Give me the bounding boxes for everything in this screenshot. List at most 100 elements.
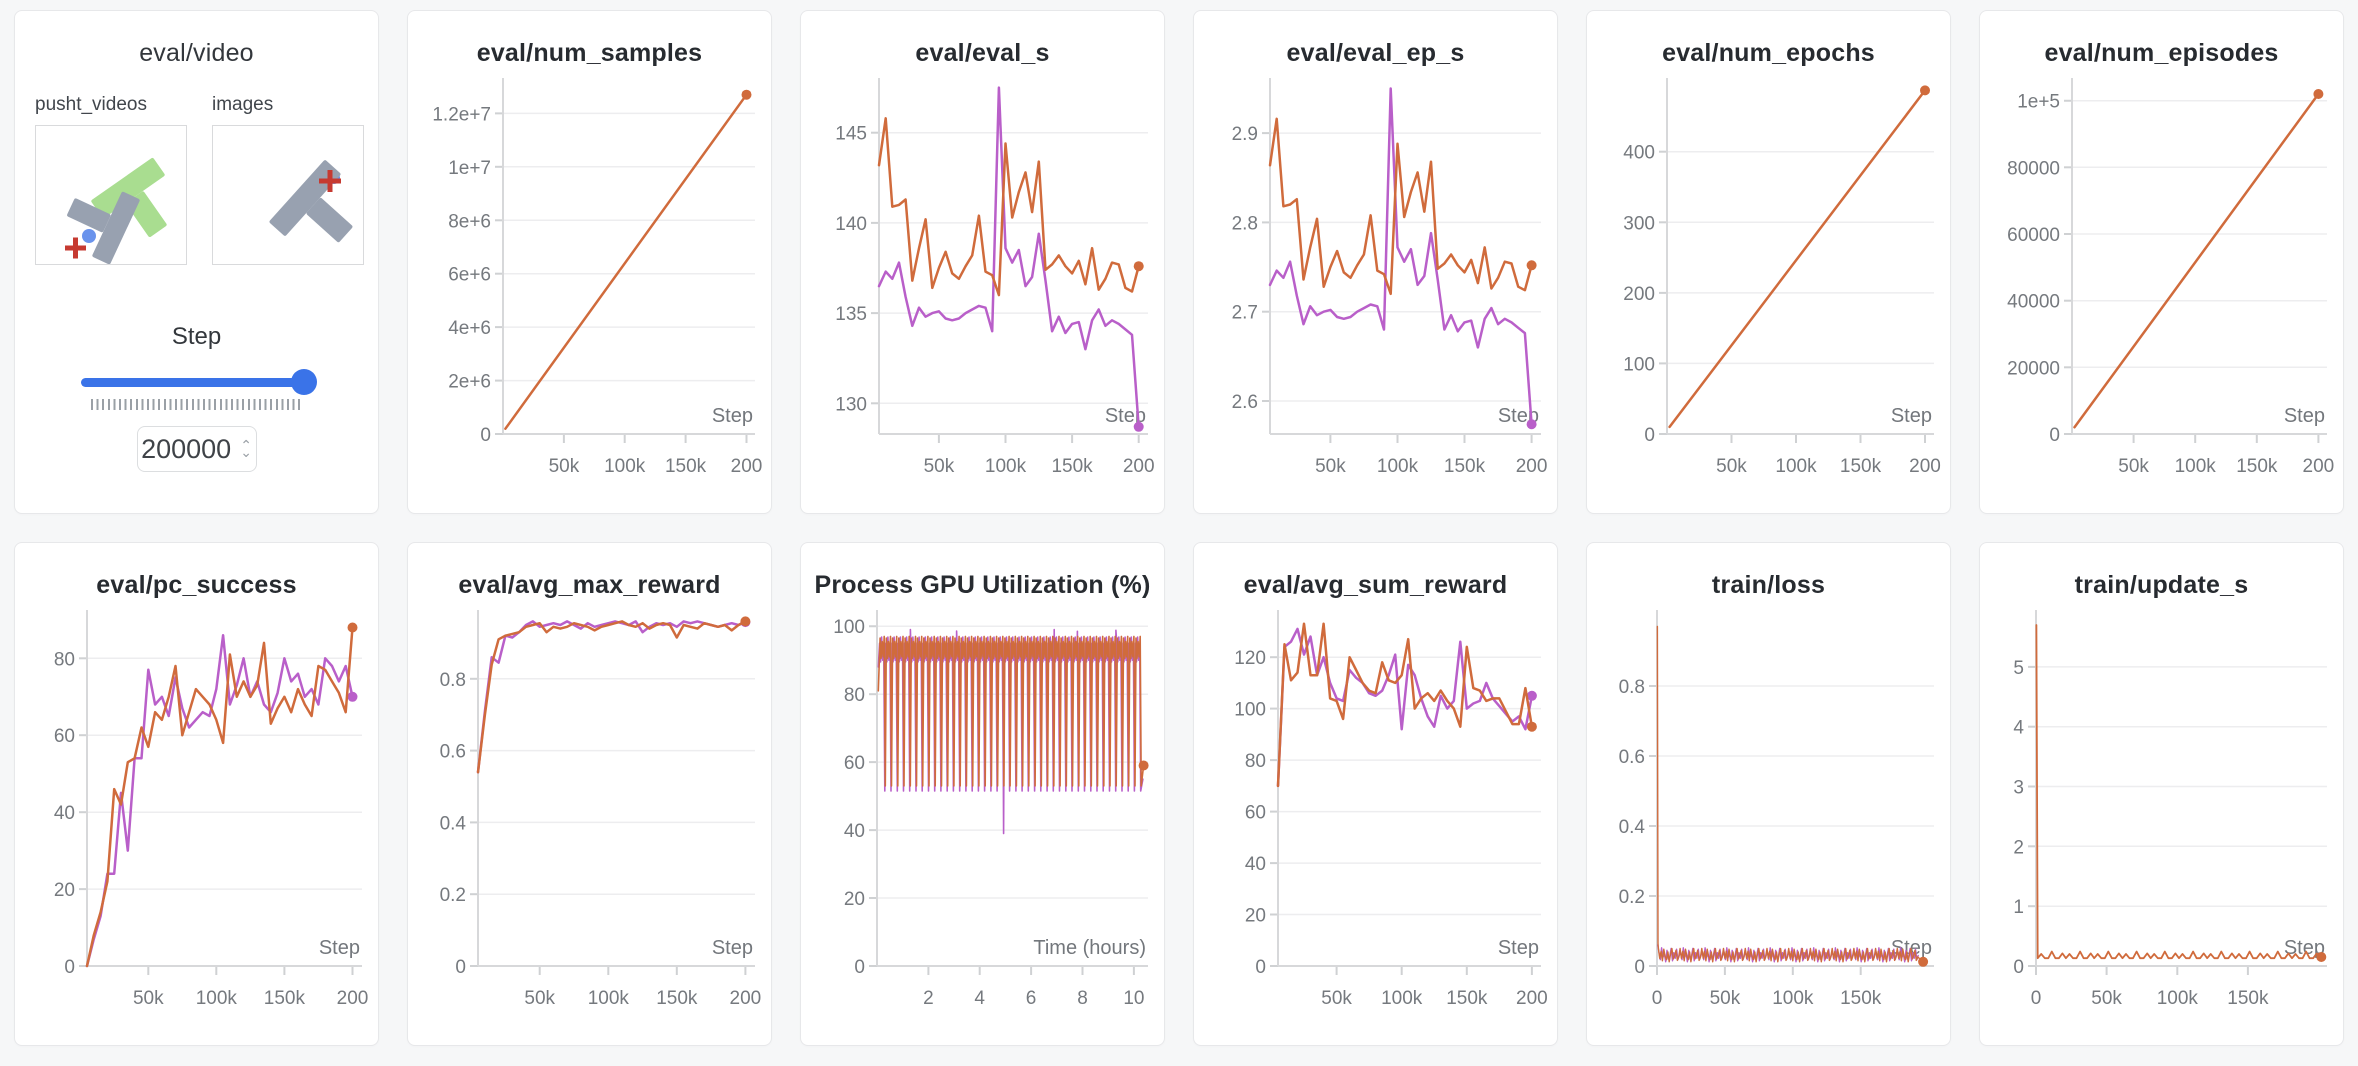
svg-text:0: 0	[2013, 957, 2024, 978]
svg-text:60000: 60000	[2007, 225, 2060, 246]
images-scene-image	[269, 160, 353, 243]
line-chart[interactable]: 0 0.2 0.4 0.6 0.8 50k 100k 150k 200 Step	[408, 604, 771, 1026]
svg-text:1e+7: 1e+7	[448, 158, 491, 179]
chart-panel-train-update-s: train/update_s 0 1 2 3 4 5 0 50k 100k 150k Step	[1979, 542, 2344, 1046]
svg-text:0.2: 0.2	[440, 885, 466, 906]
agent-dot	[82, 229, 96, 243]
svg-text:40: 40	[844, 821, 865, 842]
chart-panel-num-episodes: eval/num_episodes 0 20000 40000 60000 80000 1…	[1979, 10, 2344, 514]
chart-panel-train-loss: train/loss 0 0.2 0.4 0.6 0.8 0 50k 100k 150k Step	[1586, 542, 1951, 1046]
goal-cross-icon	[319, 170, 341, 192]
chart-title: Process GPU Utilization (%)	[814, 571, 1151, 599]
svg-text:1.2e+7: 1.2e+7	[432, 104, 491, 125]
pusht-scene-image	[65, 157, 167, 265]
images-thumbnail[interactable]	[212, 125, 364, 265]
decrement-icon[interactable]: ⌄	[240, 444, 252, 460]
svg-text:0: 0	[854, 957, 865, 978]
svg-text:100k: 100k	[2175, 456, 2217, 477]
svg-text:300: 300	[1623, 213, 1655, 234]
svg-text:0: 0	[2049, 425, 2060, 446]
step-slider[interactable]	[80, 369, 317, 395]
svg-text:1: 1	[2013, 897, 2024, 918]
svg-text:Step: Step	[712, 405, 753, 427]
media-panel-eval-video: eval/video pusht_videos	[14, 10, 379, 514]
svg-text:0: 0	[2031, 988, 2042, 1009]
step-slider-label: Step	[171, 323, 222, 350]
media-item-images: images	[212, 94, 364, 265]
svg-text:Time (hours): Time (hours)	[1033, 937, 1146, 959]
svg-text:100k: 100k	[2157, 988, 2199, 1009]
svg-text:20: 20	[1245, 906, 1266, 927]
chart-title: train/loss	[1711, 571, 1826, 599]
svg-text:100: 100	[833, 617, 865, 638]
line-chart[interactable]: 0 20 40 60 80 100 2 4 6 8 10 Time (hours)	[801, 604, 1164, 1026]
svg-text:6: 6	[1026, 988, 1037, 1009]
svg-text:200: 200	[731, 456, 763, 477]
svg-text:5: 5	[2013, 658, 2024, 679]
svg-text:100k: 100k	[1775, 456, 1817, 477]
svg-text:Step: Step	[319, 937, 360, 959]
svg-text:50k: 50k	[1710, 988, 1741, 1009]
svg-text:200: 200	[730, 988, 762, 1009]
svg-text:135: 135	[835, 304, 867, 325]
svg-text:150k: 150k	[264, 988, 306, 1009]
chart-panel-eval-ep-s: eval/eval_ep_s 2.6 2.7 2.8 2.9 50k 100k 150k 20…	[1193, 10, 1558, 514]
line-chart[interactable]: 130 135 140 145 50k 100k 150k 200 Step	[801, 72, 1164, 494]
svg-text:8e+6: 8e+6	[448, 211, 491, 232]
media-caption: pusht_videos	[35, 94, 147, 115]
svg-text:150k: 150k	[1840, 456, 1882, 477]
media-caption: images	[212, 94, 274, 115]
svg-text:40: 40	[1245, 854, 1266, 875]
line-chart[interactable]: 0 20 40 60 80 50k 100k 150k 200 Step	[15, 604, 378, 1026]
svg-text:0.8: 0.8	[1619, 677, 1645, 698]
slider-track[interactable]	[80, 378, 313, 387]
goal-cross-icon	[65, 237, 86, 259]
svg-text:140: 140	[835, 214, 867, 235]
svg-text:150k: 150k	[1051, 456, 1093, 477]
svg-text:80000: 80000	[2007, 158, 2060, 179]
svg-text:3: 3	[2013, 778, 2024, 799]
svg-text:6e+6: 6e+6	[448, 265, 491, 286]
svg-text:150k: 150k	[1446, 988, 1488, 1009]
line-chart[interactable]: 0 20 40 60 80 100 120 50k 100k 150k 200 Step	[1194, 604, 1557, 1026]
svg-text:150k: 150k	[2236, 456, 2278, 477]
chart-panel-gpu-utilization: Process GPU Utilization (%) 0 20 40 60 80 100…	[800, 542, 1165, 1046]
svg-text:Step: Step	[2284, 405, 2325, 427]
svg-text:50k: 50k	[1716, 456, 1747, 477]
chart-title: eval/eval_s	[915, 39, 1050, 67]
svg-text:50k: 50k	[2118, 456, 2149, 477]
slider-thumb[interactable]	[290, 369, 317, 395]
step-value-input[interactable]: 200000 ⌃ ⌄	[136, 426, 257, 472]
svg-text:150k: 150k	[1444, 456, 1486, 477]
svg-text:10: 10	[1123, 988, 1144, 1009]
chart-title: eval/avg_sum_reward	[1243, 571, 1508, 599]
chart-panel-pc-success: eval/pc_success 0 20 40 60 80 50k 100k 150k 200 S…	[14, 542, 379, 1046]
line-chart[interactable]: 0 2e+6 4e+6 6e+6 8e+6 1e+7 1.2e+7 50k 100k 150k 20…	[408, 72, 771, 494]
chart-title: eval/num_epochs	[1662, 39, 1875, 67]
svg-text:50k: 50k	[924, 456, 955, 477]
svg-text:20: 20	[54, 880, 75, 901]
line-chart[interactable]: 0 20000 40000 60000 80000 1e+5 50k 100k 150k 200 S…	[1980, 72, 2343, 494]
svg-text:60: 60	[54, 726, 75, 747]
svg-text:100k: 100k	[196, 988, 238, 1009]
stepper-arrows[interactable]: ⌃ ⌄	[240, 437, 252, 460]
svg-text:100k: 100k	[1772, 988, 1814, 1009]
line-chart[interactable]: 0 100 200 300 400 50k 100k 150k 200 Step	[1587, 72, 1950, 494]
increment-icon[interactable]: ⌃	[240, 437, 252, 453]
line-chart[interactable]: 0 1 2 3 4 5 0 50k 100k 150k Step	[1980, 604, 2343, 1026]
svg-text:200: 200	[337, 988, 369, 1009]
svg-text:100: 100	[1234, 700, 1266, 721]
svg-text:0: 0	[1652, 988, 1663, 1009]
svg-text:2: 2	[2013, 837, 2024, 858]
svg-text:0.6: 0.6	[440, 742, 466, 763]
chart-panel-num-samples: eval/num_samples 0 2e+6 4e+6 6e+6 8e+6 1e+7 1.…	[407, 10, 772, 514]
svg-text:0.8: 0.8	[440, 670, 466, 691]
svg-text:50k: 50k	[2091, 988, 2122, 1009]
chart-panel-avg-sum-reward: eval/avg_sum_reward 0 20 40 60 80 100 120 50k 10…	[1193, 542, 1558, 1046]
slider-ruler	[90, 399, 303, 410]
chart-title: eval/num_episodes	[2044, 39, 2279, 67]
pusht-video-thumbnail[interactable]	[35, 125, 187, 265]
svg-text:Step: Step	[2284, 937, 2325, 959]
